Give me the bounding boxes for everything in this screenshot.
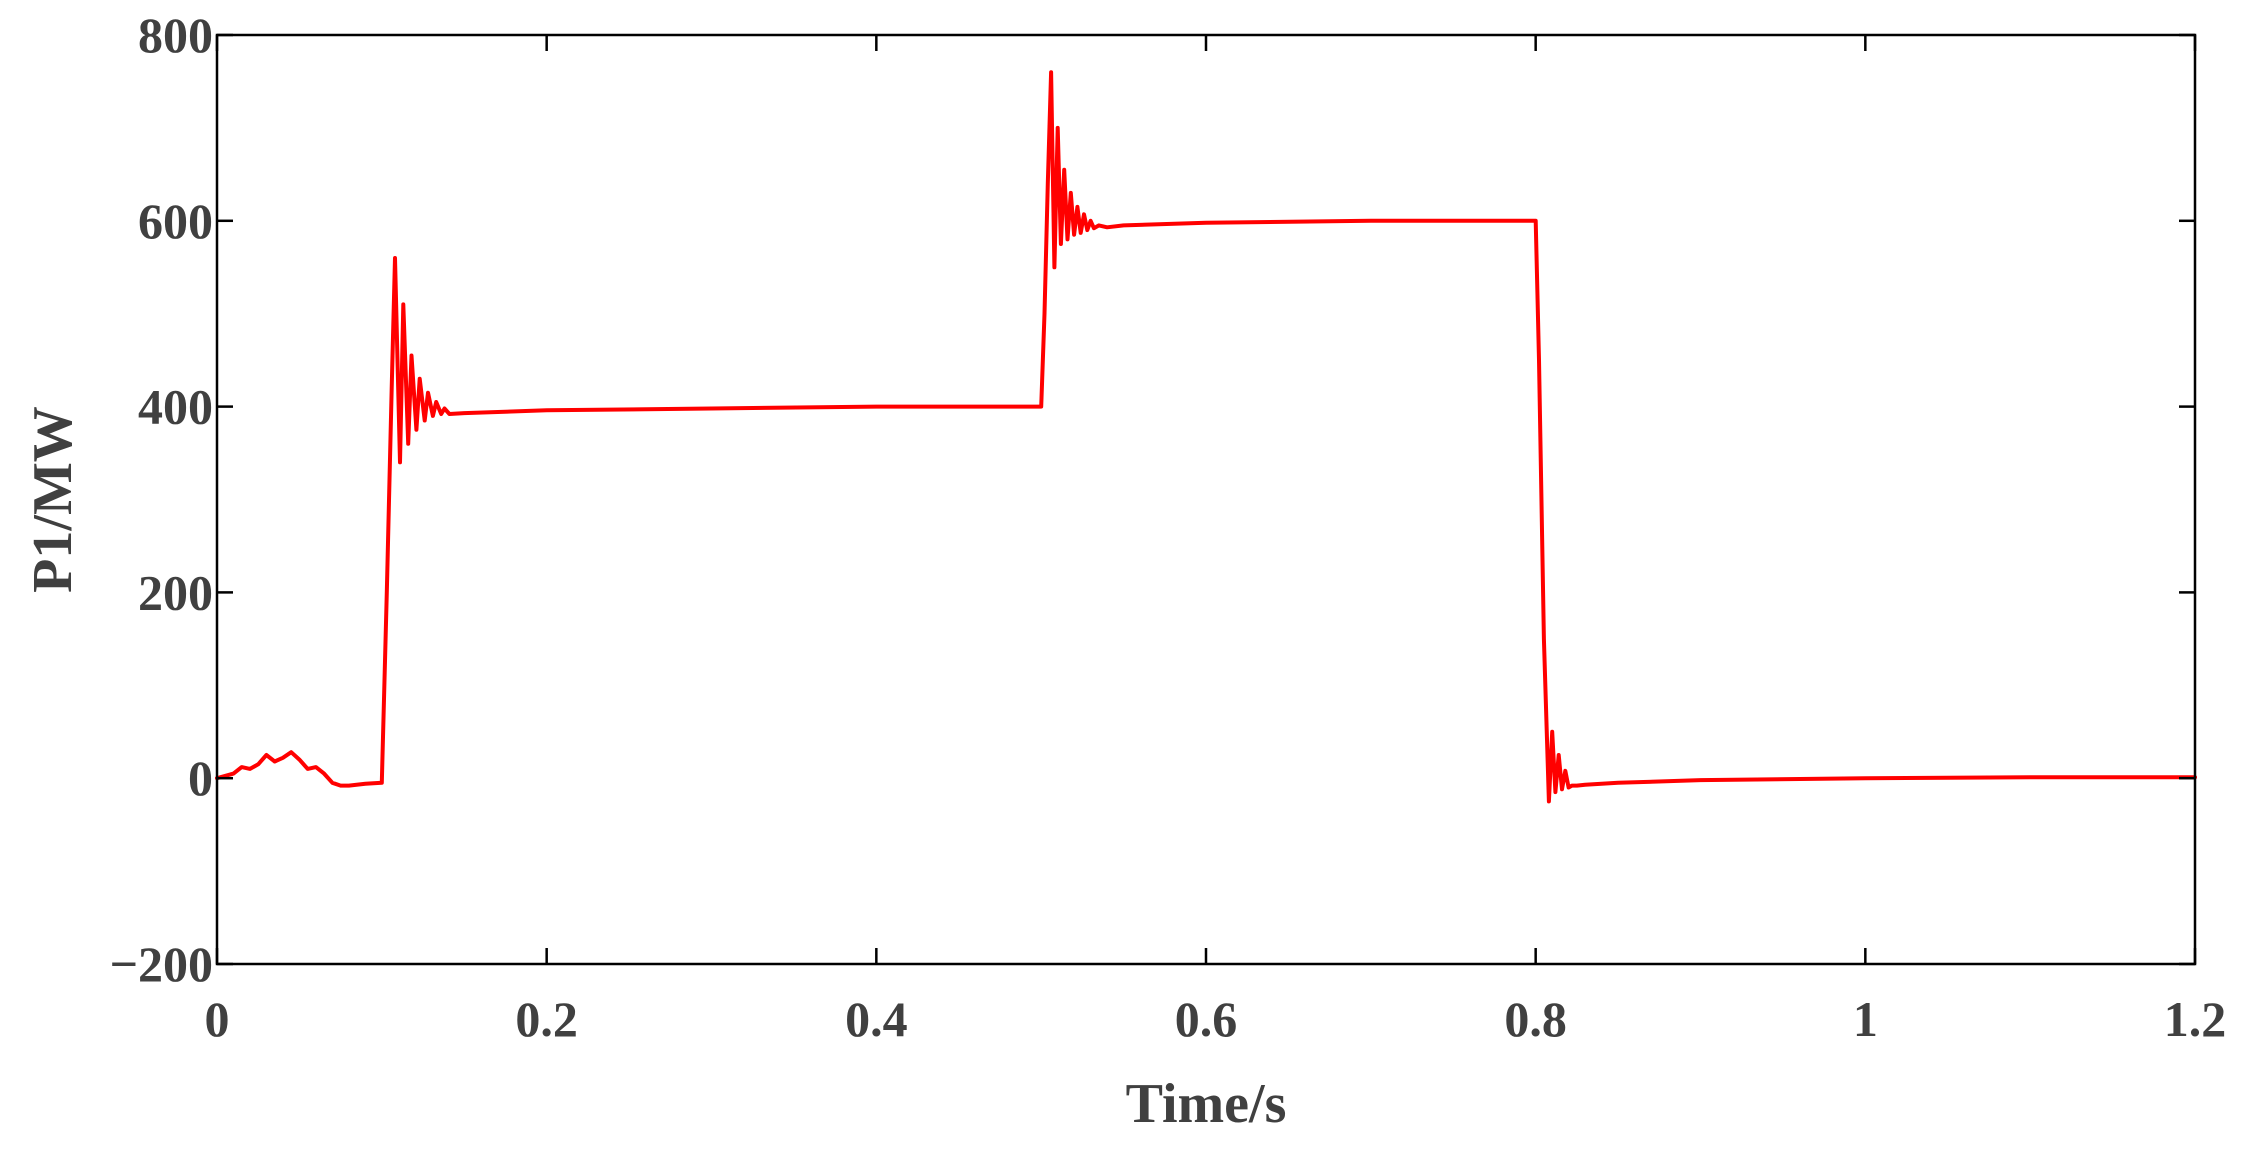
- y-axis-label: P1/MW: [22, 406, 84, 593]
- x-tick-label: 1.2: [2164, 991, 2227, 1047]
- plot-marks: [215, 70, 2197, 804]
- y-tick-label: 200: [138, 564, 213, 620]
- series-line: [215, 70, 2197, 804]
- y-tick-label: 0: [188, 750, 213, 806]
- x-tick-label: 1: [1853, 991, 1878, 1047]
- x-tick-label: 0.4: [845, 991, 908, 1047]
- y-tick-label: 800: [138, 7, 213, 63]
- x-tick-label: 0.6: [1175, 991, 1238, 1047]
- y-tick-label: −200: [110, 936, 214, 992]
- y-tick-label: 400: [138, 379, 213, 435]
- x-tick-label: 0: [205, 991, 230, 1047]
- x-tick-label: 0.2: [515, 991, 578, 1047]
- axis-ticks: [215, 33, 2197, 966]
- x-axis-label: Time/s: [1126, 1073, 1287, 1135]
- plot-area-frame: [215, 33, 2197, 966]
- x-tick-label: 0.8: [1504, 991, 1567, 1047]
- y-tick-label: 600: [138, 193, 213, 249]
